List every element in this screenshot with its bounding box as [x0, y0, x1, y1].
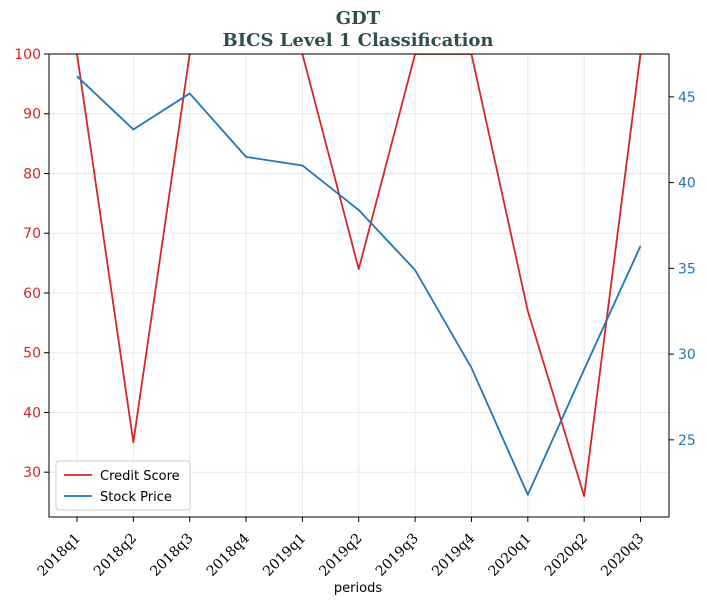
- right-tick-label: 25: [678, 433, 696, 449]
- series-layer: [76, 54, 642, 497]
- x-tick-label: 2018q1: [35, 531, 84, 580]
- left-tick-label: 30: [23, 465, 41, 481]
- x-axis: 2018q1 2018q2 2018q3 2018q4 2019q1 2019q2 2019…: [35, 517, 647, 580]
- left-tick-label: 70: [23, 226, 41, 242]
- left-axis: 30 40 50 60 70 80 90 100: [14, 47, 49, 481]
- right-axis: 25 30 35 40 45: [669, 90, 696, 449]
- x-tick-label: 2019q1: [260, 531, 309, 580]
- series-line-credit-score: [76, 54, 642, 497]
- x-tick-label: 2020q2: [542, 531, 591, 580]
- left-tick-label: 40: [23, 405, 41, 421]
- chart-subtitle: BICS Level 1 Classification: [222, 30, 493, 51]
- x-tick-label: 2019q4: [429, 530, 478, 579]
- x-tick-label: 2020q1: [485, 531, 534, 580]
- legend-box: [55, 460, 191, 511]
- x-tick-label: 2019q2: [316, 531, 365, 580]
- right-tick-label: 30: [678, 347, 696, 363]
- x-tick-label: 2020q3: [598, 531, 647, 580]
- left-tick-label: 80: [23, 166, 41, 182]
- left-tick-label: 60: [23, 286, 41, 302]
- legend: Credit Score Stock Price: [55, 460, 191, 511]
- x-tick-label: 2018q3: [147, 531, 196, 580]
- legend-label: Stock Price: [100, 490, 172, 505]
- right-tick-label: 40: [678, 176, 696, 192]
- right-tick-label: 35: [678, 261, 696, 277]
- left-tick-label: 50: [23, 346, 41, 362]
- x-tick-label: 2018q2: [91, 531, 140, 580]
- right-tick-label: 45: [678, 90, 696, 106]
- series-line-stock-price: [76, 75, 642, 496]
- left-tick-label: 90: [23, 107, 41, 123]
- left-tick-label: 100: [14, 47, 41, 63]
- x-tick-label: 2019q3: [373, 531, 422, 580]
- x-axis-label: periods: [334, 581, 382, 596]
- chart-title: GDT: [336, 8, 381, 29]
- legend-label: Credit Score: [100, 469, 180, 484]
- x-tick-label: 2018q4: [204, 530, 253, 579]
